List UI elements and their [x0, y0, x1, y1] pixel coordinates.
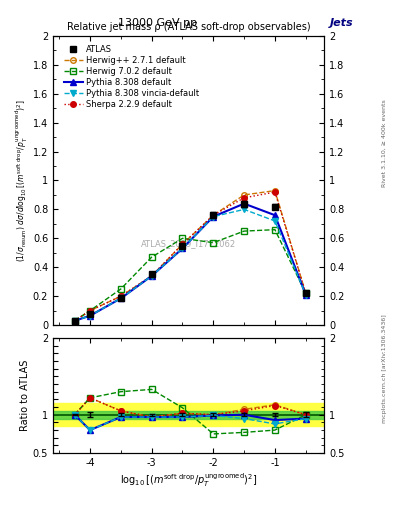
- Text: Rivet 3.1.10, ≥ 400k events: Rivet 3.1.10, ≥ 400k events: [382, 99, 387, 187]
- Text: ATLAS_2019_I1772062: ATLAS_2019_I1772062: [141, 240, 236, 249]
- Y-axis label: Ratio to ATLAS: Ratio to ATLAS: [20, 360, 30, 431]
- Legend: ATLAS, Herwig++ 2.7.1 default, Herwig 7.0.2 default, Pythia 8.308 default, Pythi: ATLAS, Herwig++ 2.7.1 default, Herwig 7.…: [62, 43, 201, 111]
- Text: Jets: Jets: [330, 18, 354, 28]
- Title: Relative jet mass ρ (ATLAS soft-drop observables): Relative jet mass ρ (ATLAS soft-drop obs…: [67, 23, 310, 32]
- X-axis label: $\log_{10}[(m^{\rm soft\ drop}/p_T^{\rm ungroomed})^2]$: $\log_{10}[(m^{\rm soft\ drop}/p_T^{\rm …: [120, 471, 257, 488]
- Y-axis label: $(1/\sigma_\mathrm{resum})\ d\sigma/d\log_{10}[(m^{\rm soft\ drop}/p_T^{\rm ungr: $(1/\sigma_\mathrm{resum})\ d\sigma/d\lo…: [14, 99, 30, 262]
- Text: mcplots.cern.ch [arXiv:1306.3436]: mcplots.cern.ch [arXiv:1306.3436]: [382, 314, 387, 423]
- Text: 13000 GeV pp: 13000 GeV pp: [118, 18, 197, 28]
